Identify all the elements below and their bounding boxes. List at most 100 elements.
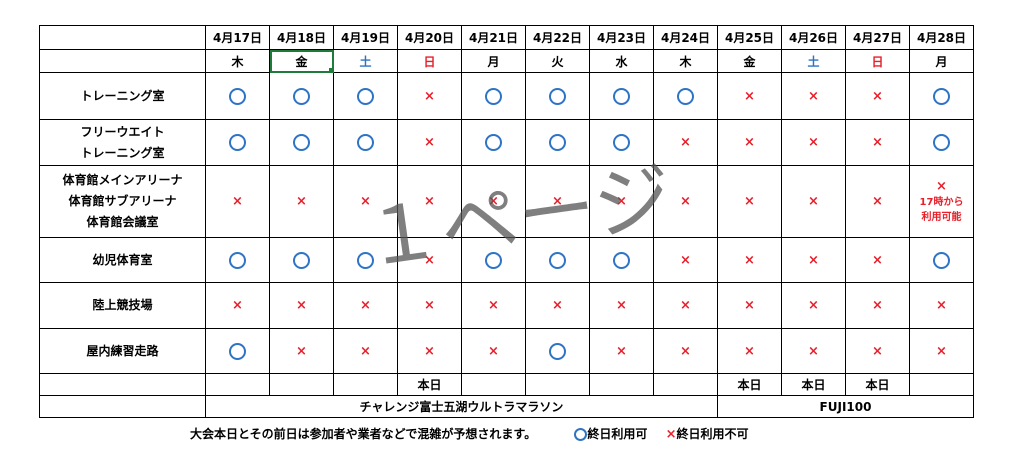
date-cell[interactable]: 4月25日 xyxy=(717,25,782,50)
unavailable-cell[interactable]: × xyxy=(717,328,782,374)
corner-cell[interactable] xyxy=(39,25,206,50)
weekday-cell[interactable]: 月 xyxy=(461,49,526,73)
unavailable-cell[interactable]: × 17時から 利用可能 xyxy=(909,165,974,238)
empty-cell[interactable] xyxy=(269,373,334,396)
event-name-challenge[interactable]: チャレンジ富士五湖ウルトラマラソン xyxy=(205,395,718,418)
unavailable-cell[interactable]: × xyxy=(845,328,910,374)
unavailable-cell[interactable]: × xyxy=(781,165,846,238)
unavailable-cell[interactable]: × xyxy=(653,328,718,374)
event-day-cell[interactable]: 本日 xyxy=(781,373,846,396)
unavailable-cell[interactable]: × xyxy=(205,165,270,238)
unavailable-cell[interactable]: × xyxy=(845,165,910,238)
unavailable-cell[interactable]: × xyxy=(653,119,718,166)
unavailable-cell[interactable]: × xyxy=(589,165,654,238)
unavailable-cell[interactable]: × xyxy=(781,119,846,166)
available-cell[interactable] xyxy=(333,72,398,120)
date-cell[interactable]: 4月20日 xyxy=(397,25,462,50)
weekday-cell[interactable]: 火 xyxy=(525,49,590,73)
date-cell[interactable]: 4月24日 xyxy=(653,25,718,50)
facility-label[interactable]: 屋内練習走路 xyxy=(39,328,206,374)
empty-cell[interactable] xyxy=(909,373,974,396)
available-cell[interactable] xyxy=(525,119,590,166)
facility-label[interactable]: フリーウエイト トレーニング室 xyxy=(39,119,206,166)
unavailable-cell[interactable]: × xyxy=(333,282,398,329)
unavailable-cell[interactable]: × xyxy=(653,282,718,329)
weekday-cell-sunday[interactable]: 日 xyxy=(845,49,910,73)
unavailable-cell[interactable]: × xyxy=(781,72,846,120)
available-cell[interactable] xyxy=(205,72,270,120)
empty-cell[interactable] xyxy=(333,373,398,396)
available-cell[interactable] xyxy=(589,119,654,166)
empty-cell[interactable] xyxy=(205,373,270,396)
available-cell[interactable] xyxy=(269,119,334,166)
available-cell[interactable] xyxy=(525,237,590,283)
date-cell[interactable]: 4月21日 xyxy=(461,25,526,50)
unavailable-cell[interactable]: × xyxy=(909,282,974,329)
unavailable-cell[interactable]: × xyxy=(461,282,526,329)
unavailable-cell[interactable]: × xyxy=(781,328,846,374)
facility-label[interactable]: トレーニング室 xyxy=(39,72,206,120)
unavailable-cell[interactable]: × xyxy=(525,282,590,329)
unavailable-cell[interactable]: × xyxy=(269,328,334,374)
available-cell[interactable] xyxy=(461,119,526,166)
empty-cell[interactable] xyxy=(461,373,526,396)
unavailable-cell[interactable]: × xyxy=(653,237,718,283)
unavailable-cell[interactable]: × xyxy=(845,72,910,120)
unavailable-cell[interactable]: × xyxy=(845,237,910,283)
unavailable-cell[interactable]: × xyxy=(909,328,974,374)
available-cell[interactable] xyxy=(525,72,590,120)
available-cell[interactable] xyxy=(333,237,398,283)
available-cell[interactable] xyxy=(589,72,654,120)
available-cell[interactable] xyxy=(205,119,270,166)
unavailable-cell[interactable]: × xyxy=(397,72,462,120)
available-cell[interactable] xyxy=(461,72,526,120)
unavailable-cell[interactable]: × xyxy=(717,119,782,166)
unavailable-cell[interactable]: × xyxy=(589,328,654,374)
available-cell[interactable] xyxy=(333,119,398,166)
corner-cell[interactable] xyxy=(39,49,206,73)
available-cell[interactable] xyxy=(205,237,270,283)
event-day-cell[interactable]: 本日 xyxy=(397,373,462,396)
available-cell[interactable] xyxy=(525,328,590,374)
date-cell[interactable]: 4月23日 xyxy=(589,25,654,50)
available-cell[interactable] xyxy=(589,237,654,283)
empty-cell[interactable] xyxy=(653,373,718,396)
unavailable-cell[interactable]: × xyxy=(525,165,590,238)
weekday-cell[interactable]: 水 xyxy=(589,49,654,73)
weekday-cell-saturday[interactable]: 土 xyxy=(333,49,398,73)
date-cell[interactable]: 4月19日 xyxy=(333,25,398,50)
unavailable-cell[interactable]: × xyxy=(397,282,462,329)
unavailable-cell[interactable]: × xyxy=(397,328,462,374)
weekday-cell[interactable]: 木 xyxy=(205,49,270,73)
unavailable-cell[interactable]: × xyxy=(845,119,910,166)
available-cell[interactable] xyxy=(461,237,526,283)
unavailable-cell[interactable]: × xyxy=(397,119,462,166)
unavailable-cell[interactable]: × xyxy=(589,282,654,329)
empty-cell[interactable] xyxy=(589,373,654,396)
empty-cell[interactable] xyxy=(39,395,206,418)
unavailable-cell[interactable]: × xyxy=(717,282,782,329)
available-cell[interactable] xyxy=(909,72,974,120)
facility-label[interactable]: 陸上競技場 xyxy=(39,282,206,329)
date-cell[interactable]: 4月27日 xyxy=(845,25,910,50)
available-cell[interactable] xyxy=(269,237,334,283)
weekday-cell-saturday[interactable]: 土 xyxy=(781,49,846,73)
event-day-cell[interactable]: 本日 xyxy=(717,373,782,396)
unavailable-cell[interactable]: × xyxy=(717,237,782,283)
unavailable-cell[interactable]: × xyxy=(269,165,334,238)
available-cell[interactable] xyxy=(205,328,270,374)
available-cell[interactable] xyxy=(909,119,974,166)
unavailable-cell[interactable]: × xyxy=(461,328,526,374)
weekday-cell[interactable]: 金 xyxy=(717,49,782,73)
date-cell[interactable]: 4月22日 xyxy=(525,25,590,50)
date-cell[interactable]: 4月18日 xyxy=(269,25,334,50)
facility-label[interactable]: 体育館メインアリーナ 体育館サブアリーナ 体育館会議室 xyxy=(39,165,206,238)
unavailable-cell[interactable]: × xyxy=(397,237,462,283)
empty-cell[interactable] xyxy=(525,373,590,396)
unavailable-cell[interactable]: × xyxy=(717,72,782,120)
available-cell[interactable] xyxy=(653,72,718,120)
unavailable-cell[interactable]: × xyxy=(781,282,846,329)
unavailable-cell[interactable]: × xyxy=(397,165,462,238)
unavailable-cell[interactable]: × xyxy=(845,282,910,329)
facility-label[interactable]: 幼児体育室 xyxy=(39,237,206,283)
